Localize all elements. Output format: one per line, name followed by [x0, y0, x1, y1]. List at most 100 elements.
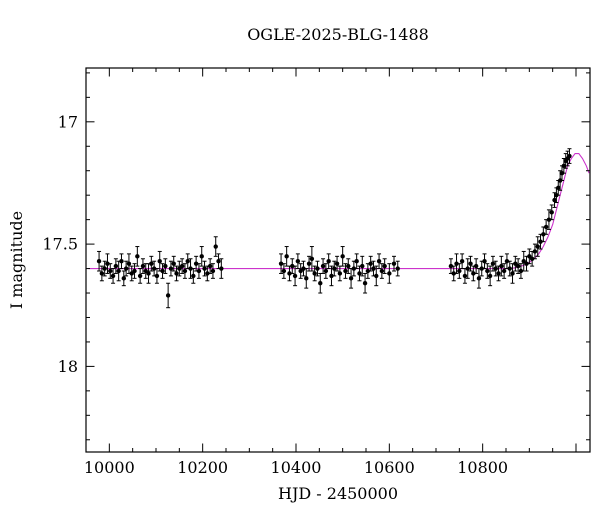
- data-point: [151, 260, 157, 277]
- data-point: [518, 263, 524, 279]
- data-point: [521, 250, 526, 272]
- data-point: [119, 253, 124, 270]
- data-point: [567, 148, 572, 164]
- data-point: [524, 255, 529, 272]
- data-point: [479, 260, 484, 277]
- data-point: [163, 258, 168, 274]
- data-point: [99, 265, 105, 282]
- data-point: [346, 258, 351, 274]
- data-point: [476, 268, 482, 289]
- data-point: [371, 260, 376, 277]
- data-point: [543, 219, 549, 235]
- y-tick-label: 17: [58, 112, 78, 131]
- data-point: [329, 265, 334, 287]
- data-point: [490, 255, 496, 272]
- data-point: [487, 265, 493, 287]
- data-point: [102, 260, 107, 277]
- data-point: [188, 258, 193, 279]
- data-point: [304, 268, 309, 289]
- data-point: [496, 265, 501, 282]
- data-point: [334, 255, 340, 272]
- data-point: [207, 258, 213, 274]
- data-point: [535, 236, 540, 257]
- data-point: [287, 265, 292, 282]
- data-point: [309, 246, 315, 272]
- data-point: [360, 255, 365, 277]
- data-point: [354, 253, 359, 270]
- data-point: [326, 253, 331, 270]
- data-point: [179, 258, 185, 274]
- data-point: [199, 246, 204, 267]
- data-point: [374, 265, 379, 287]
- data-point: [379, 263, 385, 279]
- data-point: [473, 258, 479, 274]
- data-point: [485, 263, 490, 279]
- data-point: [202, 260, 207, 277]
- data-point: [140, 258, 146, 274]
- data-point: [135, 246, 140, 267]
- data-point: [365, 263, 371, 279]
- data-point: [132, 263, 137, 279]
- data-point: [182, 263, 188, 279]
- axis-ticks: [86, 68, 590, 452]
- data-point: [108, 263, 113, 279]
- data-point: [219, 258, 224, 279]
- data-point: [312, 265, 317, 282]
- data-point: [451, 265, 456, 282]
- data-point: [465, 258, 470, 279]
- data-point: [395, 260, 400, 277]
- data-point: [171, 255, 176, 272]
- plot-frame: [85, 67, 591, 453]
- chart-title: OGLE-2025-BLG-1488: [247, 25, 429, 44]
- data-point: [501, 263, 507, 279]
- data-point: [284, 246, 289, 267]
- data-point: [482, 253, 487, 270]
- data-point: [391, 255, 397, 272]
- data-point: [110, 268, 116, 284]
- data-point: [382, 258, 387, 274]
- x-tick-label: 10800: [457, 458, 508, 477]
- data-point: [113, 258, 119, 274]
- data-point: [143, 263, 148, 279]
- data-point: [301, 260, 306, 277]
- data-point: [174, 265, 179, 282]
- data-point: [137, 268, 143, 284]
- tick-labels: 10000 10200 10400 10600 10800 17 17.5 18: [42, 112, 508, 477]
- data-point: [213, 236, 218, 257]
- data-point: [295, 253, 301, 270]
- data-point: [546, 209, 552, 230]
- data-point: [499, 255, 504, 277]
- y-tick-label: 18: [58, 357, 78, 376]
- x-tick-label: 10200: [177, 458, 228, 477]
- x-tick-label: 10400: [271, 458, 322, 477]
- data-point: [149, 255, 154, 272]
- data-point: [160, 263, 165, 279]
- model-curve-line: [88, 153, 590, 270]
- data-points: [96, 148, 572, 309]
- data-point: [154, 268, 160, 284]
- data-point: [105, 253, 110, 274]
- data-point: [362, 272, 368, 294]
- data-point: [468, 255, 473, 272]
- data-point: [121, 270, 127, 287]
- data-point: [292, 265, 298, 287]
- data-point: [376, 253, 382, 270]
- y-axis-label: I magnitude: [7, 211, 26, 309]
- data-point: [459, 253, 465, 270]
- model-curve: [88, 153, 590, 270]
- data-point: [351, 260, 357, 277]
- x-axis-label: HJD - 2450000: [278, 484, 398, 503]
- data-point: [278, 253, 284, 274]
- data-point: [457, 263, 462, 279]
- data-point: [332, 260, 337, 277]
- x-tick-label: 10600: [364, 458, 415, 477]
- data-point: [129, 265, 134, 282]
- data-point: [549, 204, 554, 221]
- data-point: [281, 263, 287, 279]
- frame-rect: [85, 67, 591, 453]
- data-point: [515, 258, 521, 274]
- data-point: [340, 246, 345, 267]
- data-point: [368, 255, 373, 272]
